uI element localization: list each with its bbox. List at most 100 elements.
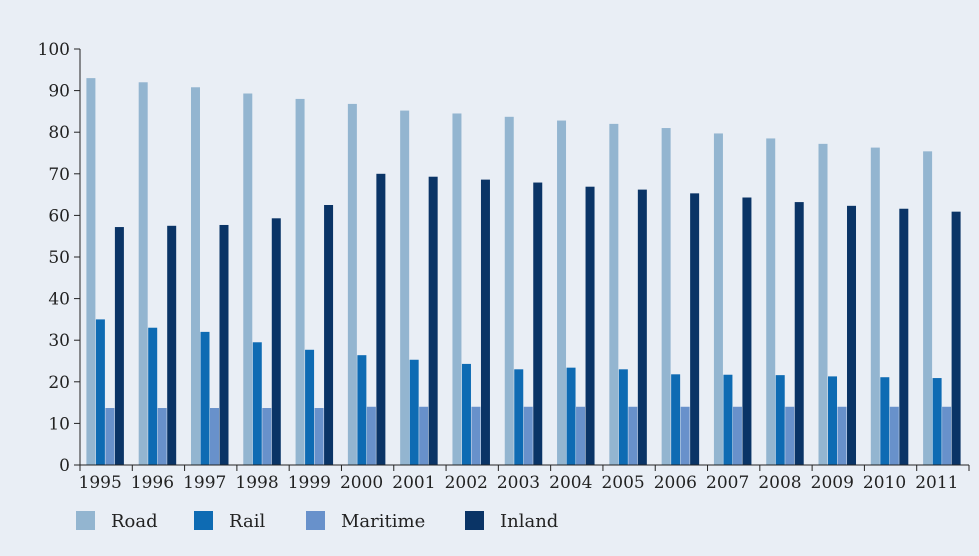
bar-road-1997 (190, 87, 200, 466)
bar-road-1995 (86, 78, 96, 466)
bar-inland-2007 (742, 197, 752, 465)
x-tick-label-2009: 2009 (811, 473, 854, 493)
y-tick-label-30: 30 (48, 331, 70, 351)
bar-maritime-1999 (314, 408, 324, 465)
x-tick-label-2002: 2002 (445, 473, 488, 493)
legend-label-inland: Inland (500, 511, 558, 532)
bar-inland-2002 (480, 179, 490, 465)
bar-road-2008 (766, 138, 776, 465)
y-tick-label-60: 60 (48, 206, 70, 226)
bar-road-1998 (243, 93, 253, 465)
x-tick-label-1999: 1999 (288, 473, 331, 493)
bar-road-1999 (295, 98, 305, 466)
bar-maritime-2002 (471, 406, 481, 465)
bar-road-2002 (452, 113, 462, 465)
legend-swatch-rail (194, 511, 213, 530)
y-tick-label-100: 100 (38, 40, 70, 60)
legend: Road Rail Maritime Inland (76, 511, 558, 532)
x-tick-label-2008: 2008 (758, 473, 801, 493)
x-tick-label-2000: 2000 (340, 473, 383, 493)
legend-label-rail: Rail (229, 511, 265, 532)
bar-inland-2000 (376, 173, 386, 466)
y-tick-label-0: 0 (59, 456, 70, 476)
bar-rail-1998 (252, 342, 262, 465)
bar-road-2003 (504, 116, 514, 465)
bar-rail-1996 (148, 327, 158, 465)
bar-inland-1997 (219, 224, 229, 465)
bar-road-2011 (923, 151, 933, 465)
bar-road-2005 (609, 123, 619, 465)
bar-rail-2011 (932, 378, 942, 465)
bar-maritime-1995 (105, 408, 115, 465)
bars-layer (86, 78, 961, 466)
x-tick-label-1995: 1995 (79, 473, 122, 493)
bar-inland-2006 (690, 193, 700, 465)
bar-rail-2002 (461, 363, 471, 465)
x-tick-label-2001: 2001 (392, 473, 435, 493)
x-tick-label-1997: 1997 (183, 473, 226, 493)
bar-inland-2008 (794, 202, 804, 465)
y-tick-label-80: 80 (48, 123, 70, 143)
bar-maritime-1996 (157, 408, 167, 465)
y-tick-label-20: 20 (48, 373, 70, 393)
bar-rail-2005 (618, 369, 628, 465)
bar-maritime-2011 (942, 406, 952, 465)
bar-road-2004 (557, 120, 567, 466)
bar-rail-2001 (409, 359, 419, 465)
y-tick-label-40: 40 (48, 290, 70, 310)
bar-rail-2007 (723, 374, 733, 465)
bar-maritime-1998 (262, 408, 272, 465)
x-tick-label-2011: 2011 (915, 473, 958, 493)
bar-maritime-2007 (732, 406, 742, 465)
legend-swatch-maritime (306, 511, 325, 530)
bar-inland-2001 (428, 176, 438, 465)
bar-inland-1998 (271, 218, 281, 465)
bar-rail-1995 (95, 319, 105, 465)
y-tick-label-90: 90 (48, 82, 70, 102)
bar-maritime-2001 (419, 406, 429, 465)
bar-inland-2004 (585, 186, 595, 465)
legend-swatch-road (76, 511, 95, 530)
bar-maritime-2005 (628, 406, 638, 465)
y-tick-label-50: 50 (48, 248, 70, 268)
bar-maritime-2003 (523, 406, 533, 465)
bar-maritime-2000 (366, 406, 376, 465)
bar-rail-2010 (880, 377, 890, 465)
bar-rail-1999 (305, 349, 315, 465)
bar-inland-1996 (167, 225, 177, 465)
bar-rail-2003 (514, 369, 524, 465)
y-tick-label-10: 10 (48, 414, 70, 434)
bar-maritime-1997 (209, 408, 219, 465)
bar-inland-2009 (847, 205, 857, 465)
bar-road-2001 (400, 110, 410, 465)
bar-rail-2006 (671, 374, 681, 465)
bar-rail-2009 (828, 376, 838, 465)
bar-rail-2004 (566, 367, 576, 465)
bar-road-2007 (713, 133, 723, 465)
bar-inland-2003 (533, 182, 543, 466)
bar-inland-2011 (951, 211, 961, 465)
bar-inland-2005 (637, 189, 647, 466)
bar-inland-2010 (899, 208, 909, 466)
bar-inland-1995 (114, 227, 124, 465)
x-tick-label-1996: 1996 (131, 473, 174, 493)
x-tick-label-2006: 2006 (654, 473, 697, 493)
bar-inland-1999 (324, 205, 334, 465)
bar-rail-1997 (200, 331, 210, 465)
x-tick-label-2003: 2003 (497, 473, 540, 493)
bar-maritime-2009 (837, 406, 847, 465)
x-tick-label-2007: 2007 (706, 473, 749, 493)
bar-road-2006 (661, 128, 671, 466)
bar-road-2009 (818, 143, 828, 465)
bar-maritime-2008 (785, 406, 795, 465)
y-tick-label-70: 70 (48, 165, 70, 185)
bar-road-1996 (138, 82, 148, 465)
legend-label-road: Road (111, 511, 158, 532)
bar-maritime-2004 (576, 406, 586, 465)
axes-layer: 0 10 20 30 40 50 60 70 80 90 100 1995 1996 1997 1998 19… (38, 40, 970, 493)
x-tick-label-2004: 2004 (549, 473, 592, 493)
bar-maritime-2010 (889, 406, 899, 465)
legend-label-maritime: Maritime (341, 511, 425, 532)
